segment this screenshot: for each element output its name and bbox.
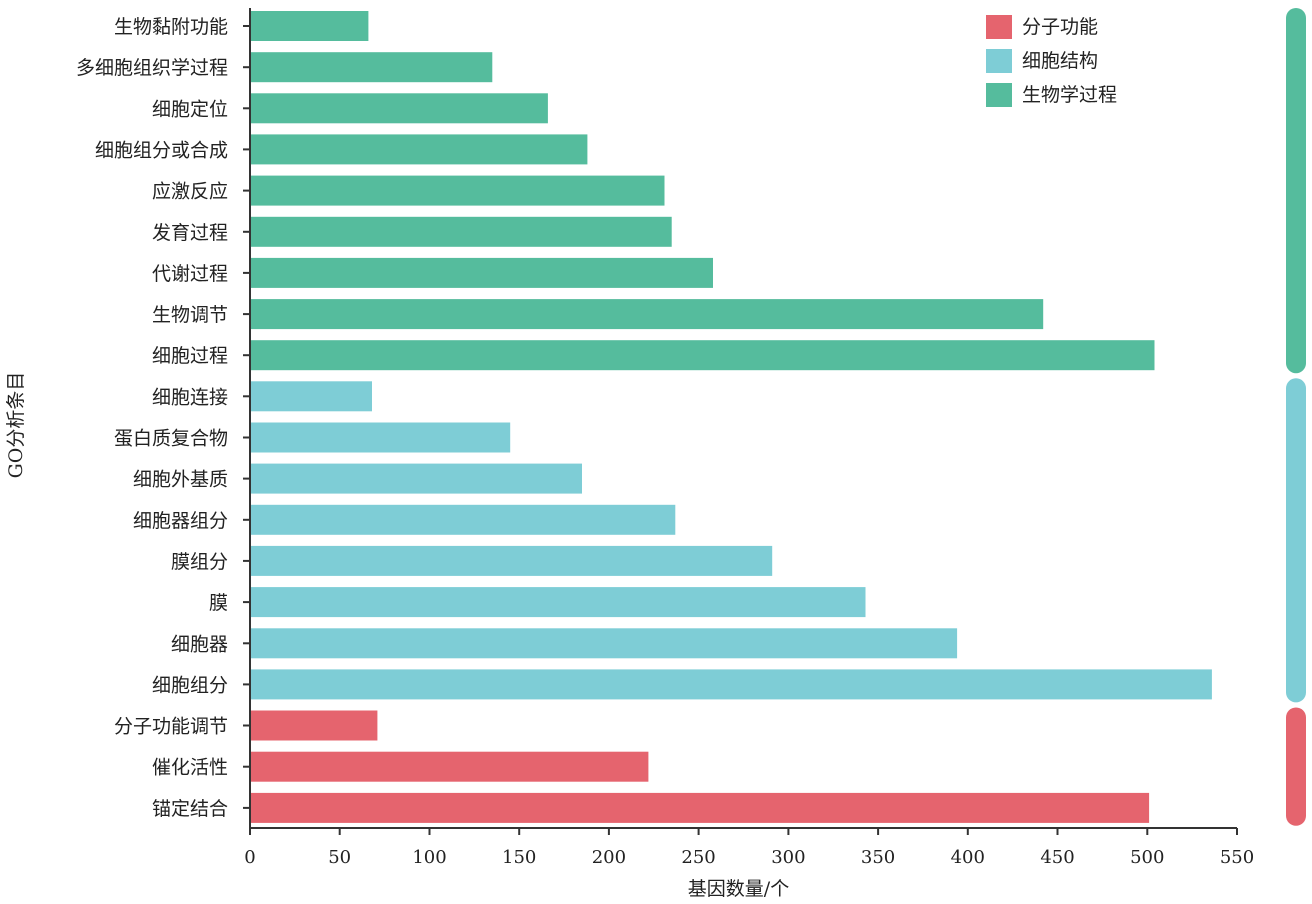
legend-label-1: 分子功能 — [1022, 16, 1098, 38]
category-label-3: 细胞定位 — [152, 98, 228, 120]
category-label-10: 细胞连接 — [152, 386, 228, 408]
category-label-19: 催化活性 — [152, 757, 228, 779]
bar-11 — [250, 422, 511, 453]
bar-13 — [250, 504, 676, 535]
bar-10 — [250, 381, 372, 412]
category-label-6: 发育过程 — [152, 222, 228, 244]
bar-12 — [250, 463, 582, 494]
x-tick-label-550: 550 — [1220, 847, 1254, 868]
x-tick-label-450: 450 — [1040, 847, 1074, 868]
group-side-bar-1 — [1286, 707, 1306, 826]
category-label-12: 细胞外基质 — [133, 469, 228, 491]
x-ticks: 0 50 100 150 200 250 300 350 400 450 500 550 — [244, 828, 1254, 868]
category-label-9: 细胞过程 — [152, 345, 228, 367]
bar-20 — [250, 792, 1150, 823]
bar-3 — [250, 93, 548, 124]
group-side-bars — [1286, 8, 1306, 826]
x-tick-label-100: 100 — [412, 847, 446, 868]
bar-19 — [250, 751, 649, 782]
x-tick-label-50: 50 — [328, 847, 351, 868]
bars-layer — [250, 11, 1212, 823]
category-label-18: 分子功能调节 — [114, 716, 228, 738]
bar-7 — [250, 257, 713, 288]
category-label-16: 细胞器 — [171, 633, 228, 655]
category-label-11: 蛋白质复合物 — [114, 428, 228, 450]
bar-2 — [250, 52, 493, 83]
bar-17 — [250, 669, 1212, 700]
category-label-14: 膜组分 — [171, 551, 228, 573]
category-label-1: 生物黏附功能 — [114, 16, 228, 38]
category-label-8: 生物调节 — [152, 304, 228, 326]
legend-swatch-1 — [986, 15, 1012, 39]
category-label-4: 细胞组分或合成 — [95, 139, 228, 161]
bar-18 — [250, 710, 378, 741]
bar-1 — [250, 11, 369, 41]
x-tick-label-0: 0 — [244, 847, 255, 868]
x-axis-title: 基因数量/个 — [688, 878, 789, 900]
x-tick-label-250: 250 — [681, 847, 715, 868]
bar-6 — [250, 216, 672, 247]
x-tick-label-200: 200 — [592, 847, 626, 868]
category-label-17: 细胞组分 — [152, 674, 228, 696]
legend-swatch-2 — [986, 49, 1012, 73]
bar-9 — [250, 340, 1155, 371]
legend-label-2: 细胞结构 — [1022, 50, 1098, 72]
legend-label-3: 生物学过程 — [1022, 84, 1117, 106]
y-axis-title: GO分析条目 — [5, 372, 27, 479]
bar-14 — [250, 545, 773, 576]
bar-15 — [250, 587, 866, 618]
x-tick-label-150: 150 — [502, 847, 536, 868]
bar-4 — [250, 134, 588, 165]
bar-5 — [250, 175, 665, 206]
x-tick-label-400: 400 — [951, 847, 985, 868]
category-label-15: 膜 — [209, 592, 228, 614]
group-side-bar-2 — [1286, 378, 1306, 703]
category-label-5: 应激反应 — [152, 181, 228, 203]
x-tick-label-350: 350 — [861, 847, 895, 868]
x-tick-label-500: 500 — [1130, 847, 1164, 868]
category-label-13: 细胞器组分 — [133, 510, 228, 532]
group-side-bar-3 — [1286, 8, 1306, 374]
category-label-7: 代谢过程 — [152, 263, 228, 285]
category-label-2: 多细胞组织学过程 — [76, 57, 228, 79]
x-tick-label-300: 300 — [771, 847, 805, 868]
bar-8 — [250, 299, 1044, 330]
axes-layer — [243, 8, 1237, 829]
legend-swatch-3 — [986, 83, 1012, 107]
category-labels: 生物黏附功能多细胞组织学过程细胞定位细胞组分或合成应激反应发育过程代谢过程生物调… — [76, 16, 228, 820]
bar-16 — [250, 628, 958, 659]
category-label-20: 锚定结合 — [152, 798, 228, 820]
